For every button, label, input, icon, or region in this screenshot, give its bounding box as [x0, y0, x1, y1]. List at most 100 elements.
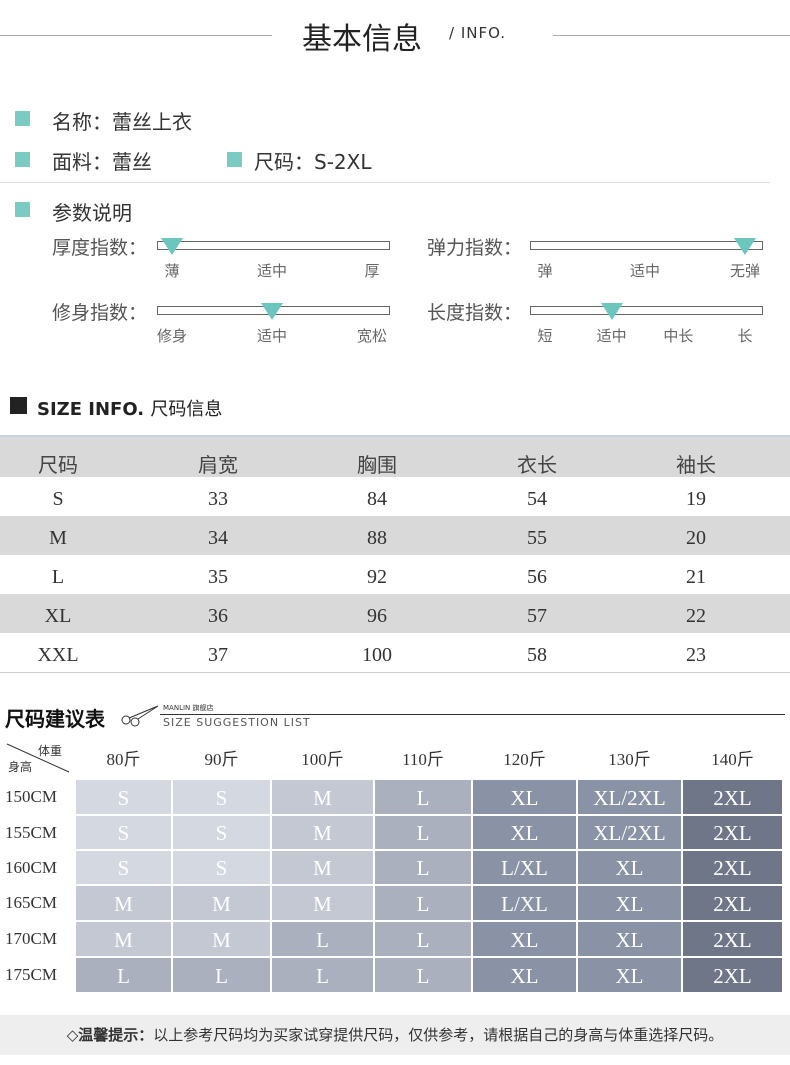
slider-bar — [530, 306, 763, 315]
slider-tick: 无弹 — [729, 262, 760, 280]
cell: L — [374, 815, 472, 850]
cell: L/XL — [472, 885, 577, 921]
label: 尺码：S-2XL — [254, 146, 371, 175]
v: S-2XL — [314, 150, 372, 174]
slider-tick: 适中 — [629, 262, 660, 280]
cell: XL — [577, 885, 682, 921]
cell: S — [75, 815, 172, 850]
td: 56 — [527, 566, 547, 588]
slider-marker — [734, 238, 756, 255]
height: 165CM — [5, 893, 57, 912]
cell: XL — [577, 850, 682, 885]
slider-tick: 长 — [737, 327, 753, 345]
td: 23 — [686, 644, 706, 666]
rule — [0, 35, 272, 36]
cell: L — [172, 957, 271, 993]
v: 蕾丝 — [112, 150, 152, 174]
weight: 90斤 — [204, 750, 239, 769]
label: 面料：蕾丝 — [52, 146, 152, 175]
bullet — [227, 152, 242, 167]
td: 19 — [686, 488, 706, 510]
cell: L/XL — [472, 850, 577, 885]
td: L — [51, 566, 65, 588]
cell: S — [172, 779, 271, 815]
notice-text: 以上参考尺码均为买家试穿提供尺码，仅供参考，请根据自己的身高与体重选择尺码。 — [153, 1026, 724, 1044]
cell: 2XL — [682, 957, 783, 993]
weight: 110斤 — [402, 750, 444, 769]
td: 96 — [367, 605, 387, 627]
rule — [160, 714, 785, 715]
td: 100 — [362, 644, 392, 666]
cell: S — [172, 815, 271, 850]
slider-label: 修身指数： — [52, 302, 148, 324]
table-top-rule — [0, 435, 790, 437]
td: 33 — [208, 488, 228, 510]
rule — [553, 35, 790, 36]
slider-bar — [157, 241, 390, 250]
cell: M — [271, 885, 374, 921]
cell: 2XL — [682, 815, 783, 850]
weight: 140斤 — [711, 750, 754, 769]
cell: 2XL — [682, 850, 783, 885]
td: 21 — [686, 566, 706, 588]
cell: 2XL — [682, 779, 783, 815]
slider-tick: 适中 — [256, 327, 287, 345]
slider-label: 弹力指数： — [427, 237, 523, 259]
slider-bar — [530, 241, 763, 250]
td: M — [49, 527, 67, 549]
slider-tick: 薄 — [164, 262, 180, 280]
corner-weight: 体重 — [38, 744, 63, 758]
slider-marker — [161, 238, 183, 255]
cell: XL — [472, 815, 577, 850]
td: 92 — [367, 566, 387, 588]
cell: L — [374, 885, 472, 921]
th: 尺码 — [38, 453, 78, 477]
td: 57 — [527, 605, 547, 627]
slider-marker — [600, 303, 623, 320]
cell: M — [172, 885, 271, 921]
bullet — [10, 397, 27, 414]
subtitle: / INFO. — [449, 24, 507, 42]
weight: 100斤 — [301, 750, 344, 769]
td: XXL — [37, 644, 79, 666]
v: 蕾丝上衣 — [112, 110, 192, 134]
cell: 2XL — [682, 921, 783, 957]
bullet — [15, 152, 30, 167]
td: S — [52, 488, 64, 510]
slider-tick: 适中 — [596, 327, 627, 345]
k: 面料： — [52, 150, 112, 174]
scissors-icon — [121, 705, 159, 727]
weight: 80斤 — [106, 750, 141, 769]
td: 37 — [208, 644, 228, 666]
cell: M — [75, 921, 172, 957]
bullet — [15, 111, 30, 126]
cell: XL — [472, 921, 577, 957]
cell: XL — [472, 779, 577, 815]
cell: L — [374, 921, 472, 957]
row-bg — [0, 594, 790, 633]
th: 肩宽 — [198, 453, 238, 477]
k: 名称： — [52, 110, 112, 134]
en: SIZE INFO. — [37, 399, 145, 420]
notice: ◇温馨提示：以上参考尺码均为买家试穿提供尺码，仅供参考，请根据自己的身高与体重选… — [0, 1015, 790, 1055]
weight: 120斤 — [503, 750, 546, 769]
sugg-title: 尺码建议表 — [5, 707, 105, 731]
slider-tick: 中长 — [663, 327, 694, 345]
size-title: SIZE INFO. 尺码信息 — [37, 395, 222, 421]
cell: XL — [472, 957, 577, 993]
height: 155CM — [5, 823, 57, 842]
cn: 尺码信息 — [150, 399, 223, 420]
bullet — [15, 202, 30, 217]
slider-tick: 短 — [537, 327, 553, 345]
cell: L — [271, 957, 374, 993]
slider-tick: 修身 — [156, 327, 187, 345]
cell: M — [172, 921, 271, 957]
cell: S — [75, 779, 172, 815]
td: 20 — [686, 527, 706, 549]
cell: XL — [577, 921, 682, 957]
td: XL — [44, 605, 72, 627]
height: 170CM — [5, 929, 57, 948]
slider-marker — [261, 303, 283, 320]
td: 36 — [208, 605, 228, 627]
